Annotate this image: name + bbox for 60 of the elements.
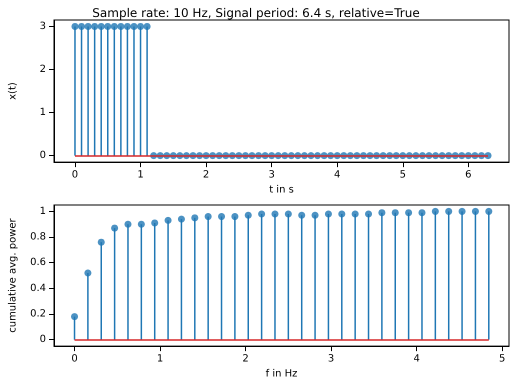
y-tick-label: 0 <box>40 334 46 346</box>
x-axis-title: t in s <box>269 184 294 196</box>
x-tick-label: 3 <box>268 170 275 181</box>
x-tick-label: 2 <box>202 170 210 181</box>
y-tick-label: 0.6 <box>30 257 46 268</box>
point <box>124 220 132 228</box>
point <box>271 210 278 218</box>
point <box>204 213 212 220</box>
y-tick-label: 0.2 <box>30 308 46 320</box>
x-tick-label: 5 <box>400 170 406 181</box>
x-tick-label: 4 <box>334 170 340 181</box>
point <box>151 219 158 226</box>
x-tick-label: 4 <box>413 354 420 365</box>
point <box>258 210 266 218</box>
point <box>324 210 332 218</box>
point <box>71 313 78 320</box>
x-tick-label: 1 <box>156 354 164 365</box>
point <box>485 208 492 215</box>
x-tick-label: 6 <box>465 170 472 181</box>
y-tick-label: 1 <box>40 107 46 118</box>
point <box>138 220 145 228</box>
chart-title: Sample rate: 10 Hz, Signal period: 6.4 s, relative=True <box>92 6 420 20</box>
y-axis-title: cumulative avg. power <box>8 217 18 333</box>
point <box>445 208 452 215</box>
y-tick-label: 0.4 <box>30 282 46 294</box>
point <box>191 214 198 222</box>
x-tick-label: 2 <box>242 354 249 365</box>
point <box>284 210 292 218</box>
point <box>231 213 238 220</box>
point <box>458 208 466 215</box>
point <box>98 238 105 246</box>
x-tick-label: 0 <box>71 354 78 365</box>
point <box>418 209 426 216</box>
y-tick-label: 0 <box>40 150 46 162</box>
point <box>472 208 479 215</box>
point <box>164 216 172 224</box>
x-axis-title: f in Hz <box>266 368 298 380</box>
point <box>352 210 359 218</box>
point <box>244 212 252 219</box>
point <box>298 212 306 219</box>
point <box>218 213 226 220</box>
point <box>178 216 185 223</box>
point <box>111 224 118 232</box>
point <box>338 210 346 218</box>
point <box>365 210 372 218</box>
y-tick-label: 0.8 <box>30 232 46 243</box>
point <box>84 269 92 276</box>
point <box>312 212 319 219</box>
x-tick-label: 0 <box>72 170 78 181</box>
point <box>392 209 399 216</box>
y-tick-label: 1 <box>40 206 46 217</box>
x-tick-label: 5 <box>498 354 506 365</box>
y-axis-title: x(t) <box>8 82 18 100</box>
x-tick-label: 3 <box>328 354 334 365</box>
y-tick-label: 2 <box>40 64 46 76</box>
point <box>378 209 386 216</box>
point <box>405 209 412 216</box>
point <box>432 208 439 215</box>
x-tick-label: 1 <box>137 170 144 181</box>
y-tick-label: 3 <box>40 20 46 32</box>
